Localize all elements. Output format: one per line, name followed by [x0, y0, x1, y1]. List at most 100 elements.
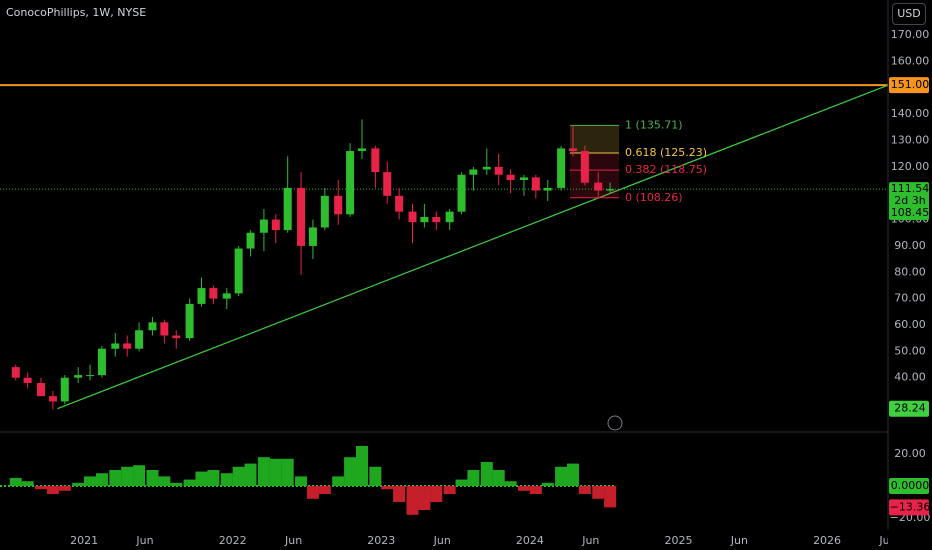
x-tick-label: Jun [433, 534, 451, 547]
candle-body [172, 335, 181, 339]
histogram-bar [158, 476, 171, 486]
candle-body [606, 189, 615, 191]
histogram-bar [344, 457, 357, 486]
x-tick-label: 2026 [813, 534, 841, 547]
y-tick-label: 20.00 [894, 447, 926, 460]
histogram-bar [244, 463, 257, 486]
candle-body [111, 343, 120, 349]
candle-body [420, 216, 429, 223]
histogram-bar [146, 470, 159, 486]
histogram-bar [369, 466, 382, 486]
histogram-bar [604, 486, 617, 508]
candle-body [135, 330, 144, 349]
y-tick-label: 170.00 [891, 28, 930, 41]
candle-body [445, 211, 454, 223]
histogram-bar [58, 486, 71, 491]
candle-body [543, 187, 552, 191]
zero-label-box [889, 478, 929, 494]
y-tick-label: 70.00 [894, 292, 926, 305]
candle-body [469, 169, 478, 175]
x-tick-label: 2025 [664, 534, 692, 547]
candle-body [160, 322, 169, 336]
price-tag-text: 108.45 [891, 206, 930, 219]
candle-body [271, 219, 280, 231]
histogram-bar [72, 482, 85, 486]
candle-body [48, 396, 57, 402]
histogram-bar [318, 486, 331, 494]
candle-body [308, 227, 317, 246]
histogram-bar [306, 486, 319, 499]
hline-label-text: 151.00 [891, 78, 930, 91]
y-tick-label: 40.00 [894, 371, 926, 384]
candle-body [334, 195, 343, 215]
candle-body [383, 172, 392, 196]
candle-body [37, 382, 46, 397]
trend-label-box [889, 400, 929, 417]
histogram-bar [480, 462, 493, 486]
fib-label: 0.382 (118.75) [625, 163, 707, 176]
histogram-bar [133, 465, 146, 486]
hline-label-box [889, 77, 929, 94]
y-tick-label: 80.00 [894, 265, 926, 278]
price-tag-box [889, 182, 929, 221]
histogram-bar [430, 486, 443, 502]
histogram-bar [84, 476, 97, 486]
x-tick-label: Jun [284, 534, 302, 547]
histogram-bar [232, 466, 245, 486]
price-tag-text: 111.54 [891, 182, 930, 195]
histogram-bar [35, 486, 48, 490]
histogram-bar [555, 466, 568, 486]
histogram-bar [566, 463, 579, 486]
candle-body [395, 195, 404, 212]
histogram-bar [21, 481, 34, 486]
candle-body [557, 148, 566, 188]
candle-body [594, 182, 603, 191]
candle-body [123, 343, 132, 349]
histogram-bar [504, 481, 517, 486]
y-tick-label: 50.00 [894, 344, 926, 357]
histogram-bar [220, 473, 233, 486]
fib-zone [570, 153, 620, 171]
replay-icon [607, 415, 623, 431]
y-tick-label: 160.00 [891, 54, 930, 67]
histogram-bar [529, 486, 542, 494]
candle-body [494, 166, 503, 175]
fib-zone [570, 125, 620, 154]
histogram-bar [170, 482, 183, 486]
histogram-bar [207, 470, 220, 486]
currency-button[interactable]: USD [892, 3, 926, 25]
x-tick-label: 2022 [219, 534, 247, 547]
fib-label: 0 (108.26) [625, 191, 683, 204]
histogram-bar [541, 482, 554, 486]
candle-body [371, 148, 380, 173]
candle-body [432, 216, 441, 223]
histogram-bar [257, 457, 270, 486]
x-tick-label: Jun [730, 534, 748, 547]
candle-body [246, 232, 255, 249]
histogram-bar [355, 446, 368, 486]
histogram-bar [381, 486, 394, 490]
candle-body [197, 288, 206, 304]
candle-body [23, 377, 32, 383]
histogram-bar [183, 479, 196, 486]
histogram-bar [95, 473, 108, 486]
zero-label-text: 0.0000 [891, 479, 930, 492]
histogram-bar [269, 458, 282, 486]
candle-body [60, 377, 69, 402]
candle-body [568, 148, 577, 152]
histogram-bar [121, 466, 134, 486]
candle-body [457, 174, 466, 212]
candle-body [222, 293, 231, 299]
candle-body [506, 174, 515, 181]
histogram-bar [295, 476, 308, 486]
trend-label-text: 28.24 [894, 402, 926, 415]
x-tick-label: Jun [135, 534, 153, 547]
histogram-bar [332, 476, 345, 486]
candle-body [482, 166, 491, 170]
candle-body [97, 348, 106, 376]
x-tick-label: 2023 [367, 534, 395, 547]
candle-body [531, 177, 540, 191]
histogram-bar [281, 458, 294, 486]
